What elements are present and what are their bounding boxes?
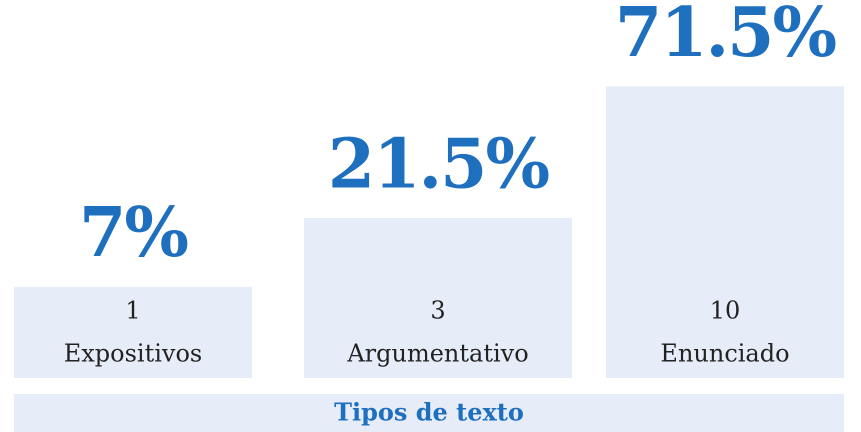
value-label: 7% — [79, 193, 187, 273]
count-label: 3 — [430, 297, 445, 325]
count-label: 1 — [125, 297, 140, 325]
bar — [304, 218, 572, 378]
bar — [14, 286, 252, 378]
value-label: 21.5% — [328, 125, 549, 205]
value-label: 71.5% — [615, 0, 836, 73]
count-label: 10 — [710, 297, 741, 325]
category-label: Expositivos — [64, 340, 203, 368]
footer-band — [14, 394, 844, 432]
x-axis-label: Tipos de texto — [334, 398, 524, 427]
category-label: Enunciado — [660, 340, 789, 368]
category-label: Argumentativo — [346, 340, 528, 368]
bar — [606, 86, 844, 378]
